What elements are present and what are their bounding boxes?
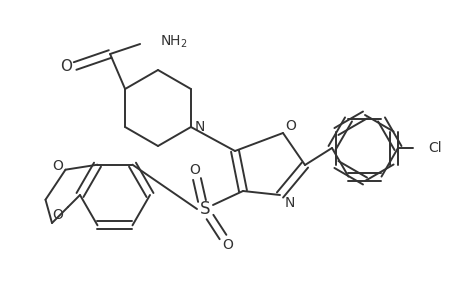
Text: O: O [189, 163, 200, 177]
Text: S: S [199, 200, 210, 218]
Text: O: O [222, 238, 233, 252]
Text: O: O [52, 159, 63, 173]
Text: Cl: Cl [427, 141, 441, 155]
Text: N: N [284, 196, 295, 210]
Text: N: N [194, 120, 205, 134]
Text: NH$_2$: NH$_2$ [160, 34, 187, 50]
Text: O: O [285, 119, 296, 133]
Text: O: O [60, 58, 72, 74]
Text: O: O [52, 208, 63, 222]
